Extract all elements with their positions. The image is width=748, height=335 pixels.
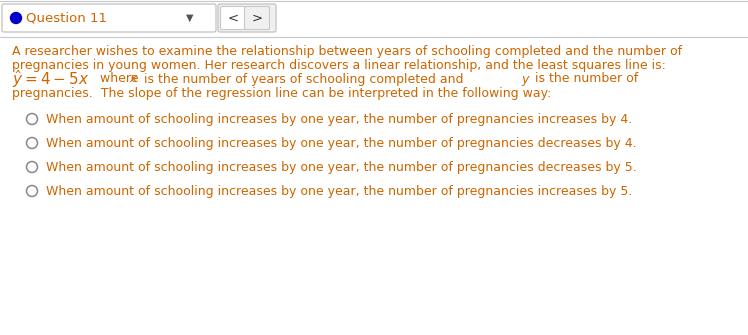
Text: <: < — [227, 11, 239, 24]
Text: x: x — [129, 72, 136, 85]
Text: ▼: ▼ — [186, 13, 194, 23]
Text: Question 11: Question 11 — [26, 11, 107, 24]
Text: $\hat{y} = 4-5x$: $\hat{y} = 4-5x$ — [12, 68, 90, 90]
Text: A researcher wishes to examine the relationship between years of schooling compl: A researcher wishes to examine the relat… — [12, 45, 682, 58]
FancyBboxPatch shape — [221, 6, 245, 29]
Text: y: y — [521, 72, 528, 85]
FancyBboxPatch shape — [2, 4, 216, 32]
Circle shape — [26, 114, 37, 125]
Text: is the number of years of schooling completed and: is the number of years of schooling comp… — [136, 72, 468, 85]
Text: where: where — [100, 72, 143, 85]
Text: is the number of: is the number of — [527, 72, 638, 85]
FancyBboxPatch shape — [245, 6, 269, 29]
Circle shape — [26, 137, 37, 148]
Circle shape — [26, 161, 37, 173]
Text: pregnancies.  The slope of the regression line can be interpreted in the followi: pregnancies. The slope of the regression… — [12, 86, 551, 99]
Text: When amount of schooling increases by one year, the number of pregnancies increa: When amount of schooling increases by on… — [46, 185, 632, 198]
Text: When amount of schooling increases by one year, the number of pregnancies decrea: When amount of schooling increases by on… — [46, 136, 637, 149]
FancyBboxPatch shape — [218, 4, 276, 32]
Text: When amount of schooling increases by one year, the number of pregnancies decrea: When amount of schooling increases by on… — [46, 160, 637, 174]
Circle shape — [26, 186, 37, 197]
Text: pregnancies in young women. Her research discovers a linear relationship, and th: pregnancies in young women. Her research… — [12, 59, 666, 71]
Circle shape — [10, 12, 22, 23]
Text: When amount of schooling increases by one year, the number of pregnancies increa: When amount of schooling increases by on… — [46, 113, 632, 126]
Text: >: > — [251, 11, 263, 24]
